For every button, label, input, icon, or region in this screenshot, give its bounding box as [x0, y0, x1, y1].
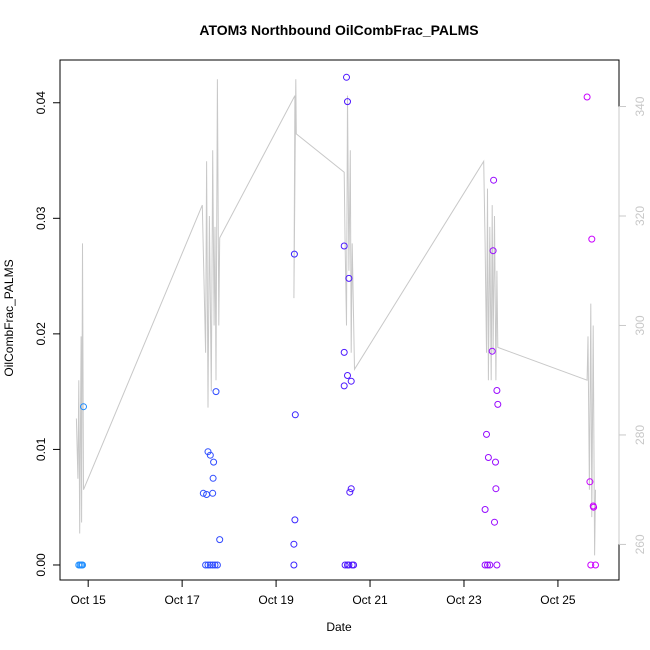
x-tick-label: Oct 25: [540, 593, 576, 607]
y-axis-label: OilCombFrac_PALMS: [2, 259, 16, 376]
data-point: [341, 561, 349, 569]
data-point: [481, 561, 489, 569]
data-point: [344, 372, 351, 379]
data-point: [290, 250, 298, 258]
data-point: [199, 489, 207, 497]
data-point: [290, 561, 298, 569]
data-point: [79, 561, 86, 569]
x-tick-label: Oct 23: [446, 593, 482, 607]
data-point: [206, 561, 214, 569]
data-point: [209, 561, 217, 569]
data-point: [492, 485, 500, 493]
y-tick-label: 0.02: [34, 322, 48, 346]
data-point: [588, 235, 596, 243]
data-point: [204, 448, 212, 456]
data-point: [484, 454, 492, 461]
data-point: [350, 561, 358, 569]
data-point: [347, 377, 355, 385]
data-point: [345, 274, 353, 282]
data-point: [484, 561, 491, 569]
data-point: [345, 561, 353, 569]
data-point: [343, 73, 350, 81]
data-point: [213, 561, 221, 569]
y2-tick-label: 320: [633, 206, 647, 226]
data-point: [492, 458, 499, 466]
y2-tick-label: 300: [633, 315, 647, 335]
data-point: [587, 561, 595, 569]
data-point: [590, 503, 598, 511]
x-tick-label: Oct 21: [352, 593, 388, 607]
data-point: [493, 387, 501, 394]
y-tick-label: 0.01: [34, 437, 48, 461]
data-point: [290, 540, 298, 548]
data-point: [212, 388, 220, 396]
x-tick-label: Oct 15: [71, 593, 107, 607]
data-point: [209, 489, 217, 497]
data-point: [216, 536, 224, 544]
data-point: [347, 485, 355, 493]
data-point: [486, 561, 494, 569]
data-point: [80, 403, 87, 411]
data-point: [340, 382, 348, 390]
data-point: [210, 458, 218, 466]
chart-title: ATOM3 Northbound OilCombFrac_PALMS: [199, 22, 478, 38]
secondary-series-line: [75, 79, 596, 556]
y2-axis: 260 280 300 320 340: [618, 96, 647, 554]
y-axis: 0.00 0.01 0.02 0.03 0.04: [34, 91, 61, 577]
plot-frame: [59, 59, 620, 581]
y-tick-label: 0.04: [34, 91, 48, 115]
data-point: [483, 430, 490, 438]
data-point: [491, 518, 498, 526]
data-point: [291, 411, 299, 419]
data-point: [490, 176, 498, 184]
data-point: [340, 348, 348, 356]
secondary-line-layer: [75, 79, 596, 556]
data-point: [586, 478, 594, 486]
y2-tick-label: 340: [633, 96, 647, 116]
data-point: [204, 561, 212, 569]
data-point: [206, 451, 214, 459]
x-tick-label: Oct 19: [258, 593, 294, 607]
data-point: [493, 561, 501, 569]
x-axis: Oct 15 Oct 17 Oct 19 Oct 21 Oct 23 Oct 25: [71, 579, 576, 607]
points-layer: [75, 73, 599, 569]
x-axis-label: Date: [326, 620, 352, 634]
y-tick-label: 0.03: [34, 206, 48, 230]
data-point: [202, 561, 210, 569]
data-point: [211, 561, 219, 569]
data-point: [583, 93, 591, 101]
data-point: [340, 242, 348, 250]
data-point: [489, 247, 497, 255]
data-point: [592, 561, 599, 569]
y-tick-label: 0.00: [34, 553, 48, 577]
data-point: [344, 98, 351, 106]
data-point: [481, 506, 489, 513]
y2-tick-label: 280: [633, 425, 647, 445]
data-point: [494, 400, 502, 408]
y2-tick-label: 260: [633, 534, 647, 554]
data-point: [291, 516, 299, 524]
data-point: [346, 488, 354, 496]
data-point: [488, 347, 496, 355]
data-point: [209, 474, 217, 482]
x-tick-label: Oct 17: [164, 593, 200, 607]
